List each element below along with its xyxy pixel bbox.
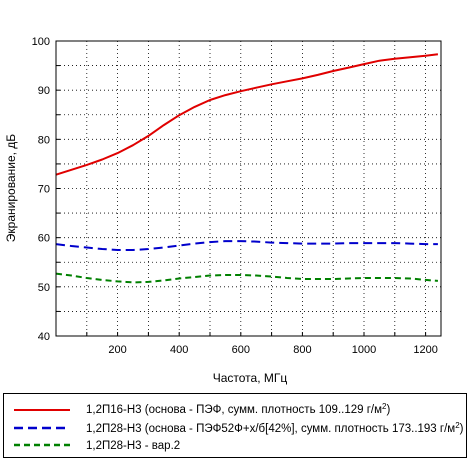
legend-label: 1,2П28-Н3 (основа - ПЭФ52Ф+х/б[42%], сум… (86, 421, 464, 436)
x-tick-labels: 200 400 600 800 1000 1200 (108, 344, 437, 356)
legend-swatch-green-dashed (14, 443, 70, 447)
y-tick-labels: 40 50 60 70 80 90 100 (32, 36, 50, 343)
x-tick-label: 800 (293, 344, 311, 356)
y-tick-label: 50 (38, 282, 50, 294)
legend-item: 1,2П28-Н3 - вар.2 (4, 438, 466, 454)
x-axis-title: Частота, МГц (213, 371, 288, 385)
y-tick-label: 40 (38, 331, 50, 343)
y-axis-title: Экранирование, дБ (4, 134, 18, 242)
x-tick-label: 600 (232, 344, 250, 356)
y-tick-label: 90 (38, 85, 50, 97)
plot-frame (55, 40, 442, 337)
y-tick-label: 60 (38, 233, 50, 245)
legend-label: 1,2П28-Н3 - вар.2 (86, 440, 181, 452)
legend-swatch-red-solid (14, 409, 70, 411)
x-tick-label: 1200 (413, 344, 437, 356)
legend-label: 1,2П16-Н3 (основа - ПЭФ, сумм. плотность… (86, 402, 391, 417)
legend-item: 1,2П28-Н3 (основа - ПЭФ52Ф+х/б[42%], сум… (4, 421, 466, 437)
y-tick-label: 70 (38, 184, 50, 196)
y-tick-label: 100 (32, 36, 50, 48)
series-line (55, 240, 438, 251)
axis-ticks (56, 65, 427, 336)
line-chart: 200 400 600 800 1000 1200 40 50 60 70 80 90 100 Час… (4, 36, 442, 385)
x-tick-label: 200 (108, 344, 126, 356)
legend: 1,2П16-Н3 (основа - ПЭФ, сумм. плотность… (3, 393, 467, 458)
series-line (55, 53, 439, 176)
series-line (55, 272, 438, 284)
legend-swatch-blue-dashed (14, 426, 70, 430)
series-lines (55, 53, 439, 284)
legend-item: 1,2П16-Н3 (основа - ПЭФ, сумм. плотность… (4, 402, 466, 418)
y-tick-label: 80 (38, 134, 50, 146)
x-tick-label: 1000 (352, 344, 376, 356)
x-tick-label: 400 (170, 344, 188, 356)
